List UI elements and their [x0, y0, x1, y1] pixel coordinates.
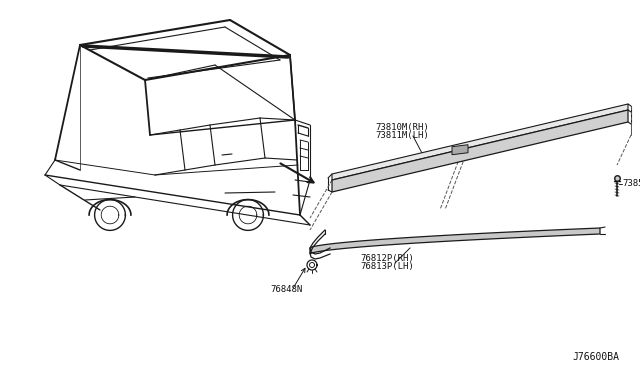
Text: J76600BA: J76600BA: [572, 352, 619, 362]
Polygon shape: [452, 145, 468, 155]
Text: 76813P(LH): 76813P(LH): [360, 262, 413, 271]
Text: 76848N: 76848N: [270, 285, 302, 295]
Text: 73810M(RH): 73810M(RH): [375, 123, 429, 132]
Text: 76812P(RH): 76812P(RH): [360, 254, 413, 263]
Text: 73856J: 73856J: [622, 180, 640, 189]
Polygon shape: [310, 228, 600, 254]
Text: 73811M(LH): 73811M(LH): [375, 131, 429, 140]
Polygon shape: [332, 104, 628, 180]
Polygon shape: [332, 110, 628, 192]
